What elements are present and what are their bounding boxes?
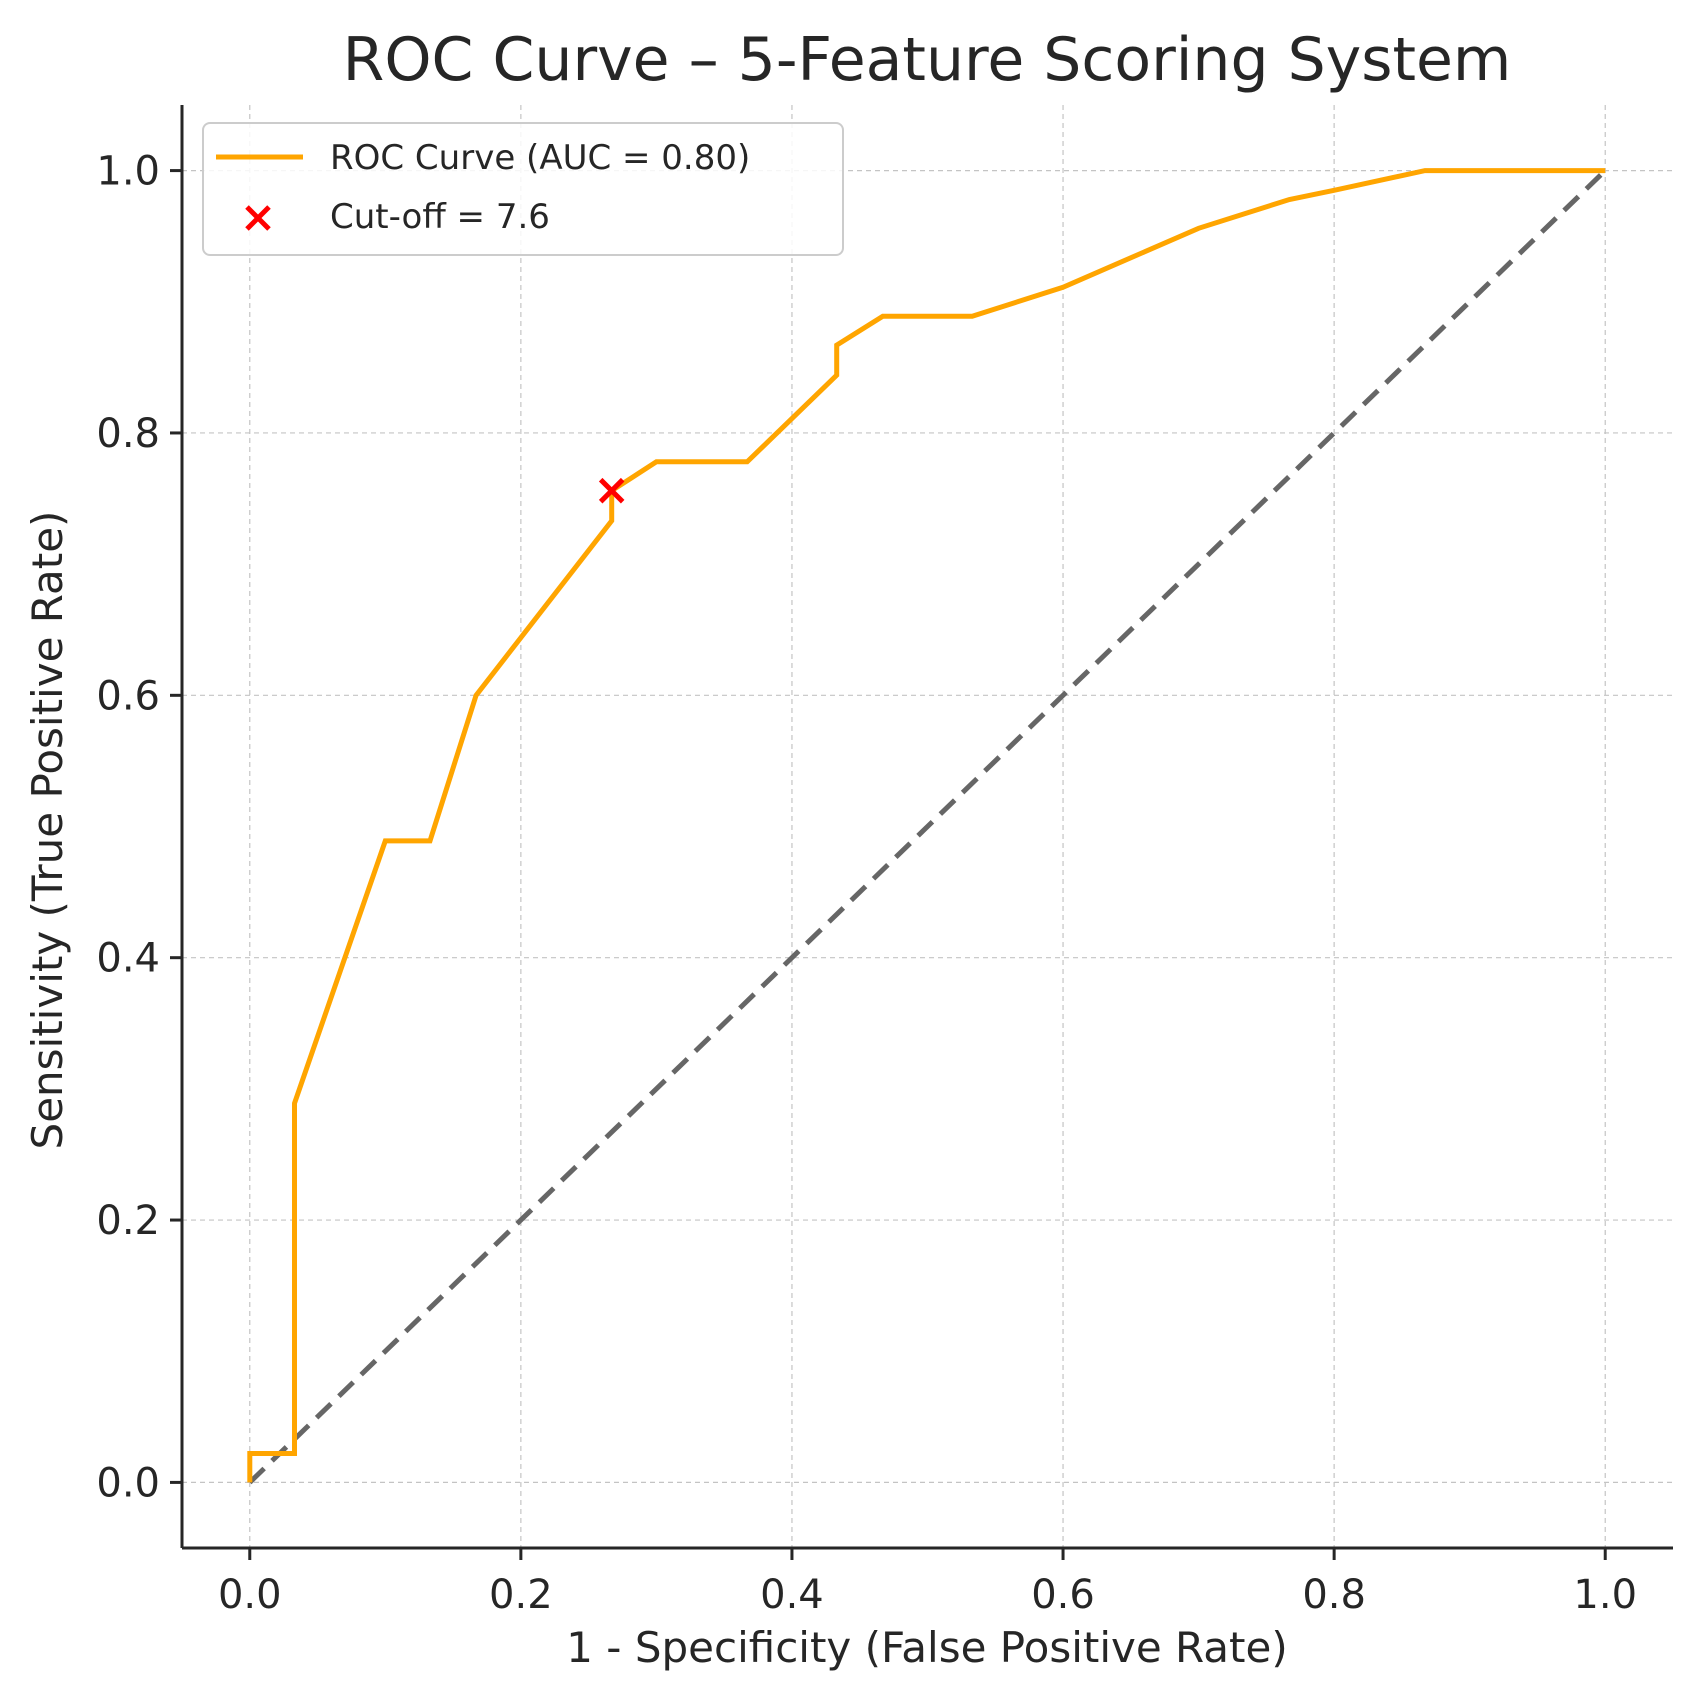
x-tick-label: 1.0	[1573, 1572, 1637, 1618]
y-tick-label: 0.8	[96, 411, 160, 457]
reference-layer	[248, 168, 1607, 1485]
y-tick-label: 0.6	[96, 673, 160, 719]
y-axis-label: Sensitivity (True Positive Rate)	[23, 511, 72, 1150]
x-tick-label: 0.8	[1302, 1572, 1366, 1618]
y-tick-label: 0.0	[96, 1460, 160, 1506]
x-tick-label: 0.4	[760, 1572, 824, 1618]
roc-curve-line	[247, 168, 1606, 1483]
series-layer	[247, 168, 1606, 1483]
x-tick-label: 0.6	[1031, 1572, 1095, 1618]
ticks-layer: 0.0 0.2 0.4 0.6 0.8 1.0 0.0 0.2 0.4 0.6 0.8 1.0	[96, 149, 1637, 1618]
y-tick-label: 0.4	[96, 936, 160, 982]
legend: ROC Curve (AUC = 0.80) Cut-off = 7.6	[202, 122, 844, 256]
cutoff-marker	[598, 477, 625, 504]
x-tick-label: 0.0	[218, 1572, 282, 1618]
marker-layer	[598, 477, 625, 504]
chart-title: ROC Curve – 5-Feature Scoring System	[343, 25, 1512, 95]
legend-cutoff-label: Cut-off = 7.6	[330, 197, 550, 237]
x-axis-label: 1 - Specificity (False Positive Rate)	[566, 1623, 1288, 1672]
cutoff-marker-stroke	[598, 477, 625, 504]
legend-roc-label: ROC Curve (AUC = 0.80)	[330, 138, 750, 178]
legend-cutoff-marker-stroke	[245, 205, 271, 231]
legend-cutoff-marker	[245, 205, 271, 231]
y-tick-label: 0.2	[96, 1198, 160, 1244]
chance-reference-line	[248, 168, 1607, 1485]
y-tick-label: 1.0	[96, 149, 160, 195]
x-tick-label: 0.2	[489, 1572, 553, 1618]
axes-layer	[180, 105, 1673, 1550]
legend-frame	[202, 122, 844, 256]
legend-cutoff-swatch	[245, 205, 271, 231]
